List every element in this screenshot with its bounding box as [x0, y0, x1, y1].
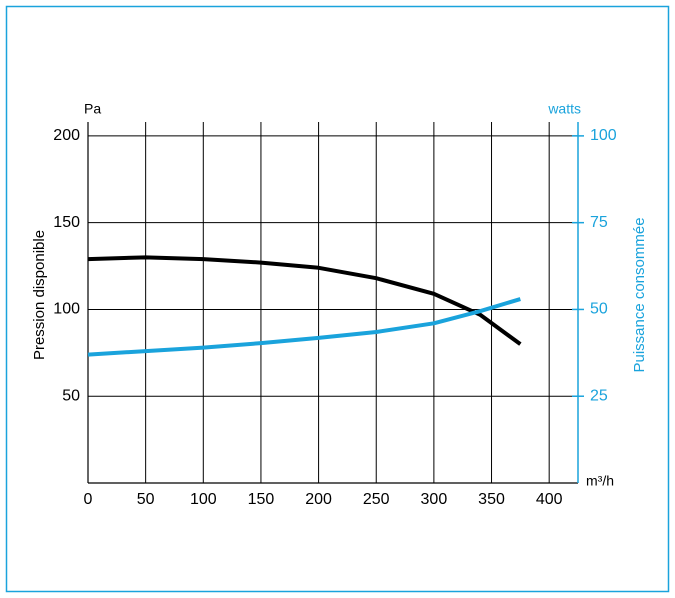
y2-tick-label: 50: [590, 301, 608, 318]
x-tick-label: 150: [248, 491, 275, 508]
y-tick-label: 100: [53, 301, 80, 318]
series-line: [87, 255, 522, 346]
y-tick-label: 50: [62, 387, 80, 404]
x-tick-label: 300: [421, 491, 448, 508]
x-tick-label: 350: [478, 491, 505, 508]
x-tick-label: 100: [190, 491, 217, 508]
y2-axis-label: Puissance consommée: [631, 217, 648, 372]
y-unit: Pa: [84, 101, 101, 117]
x-tick-label: 400: [536, 491, 563, 508]
x-tick-label: 0: [84, 491, 93, 508]
series-line: [87, 297, 521, 357]
y-axis-label: Pression disponible: [31, 230, 48, 360]
y2-tick-label: 75: [590, 214, 608, 231]
y-tick-label: 200: [53, 127, 80, 144]
x-tick-label: 250: [363, 491, 390, 508]
frame: [5, 5, 670, 593]
y2-tick-label: 100: [590, 127, 617, 144]
y2-tick-label: 25: [590, 387, 608, 404]
y-tick-label: 150: [53, 214, 80, 231]
x-unit: m³/h: [586, 473, 614, 489]
x-tick-label: 50: [137, 491, 155, 508]
x-tick-label: 200: [305, 491, 332, 508]
y2-unit: watts: [547, 101, 581, 117]
